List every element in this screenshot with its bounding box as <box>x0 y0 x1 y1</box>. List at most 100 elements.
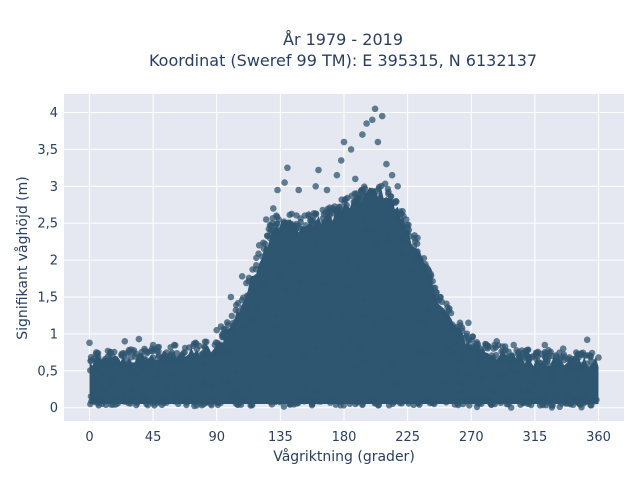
scatter-point <box>587 402 594 409</box>
x-tick-label: 360 <box>586 430 611 445</box>
scatter-point <box>334 212 342 220</box>
scatter-point <box>154 373 161 380</box>
scatter-point <box>532 352 540 359</box>
scatter-point <box>566 354 573 361</box>
scatter-point <box>359 400 366 408</box>
scatter-point <box>499 348 507 355</box>
y-tick-label: 1 <box>50 327 58 342</box>
scatter-point <box>359 312 366 319</box>
scatter-point <box>120 392 127 399</box>
scatter-point <box>346 283 353 290</box>
scatter-point <box>368 188 375 196</box>
scatter-point <box>385 190 392 197</box>
scatter-point <box>242 305 250 313</box>
scatter-point <box>402 216 410 223</box>
scatter-point <box>302 222 309 229</box>
scatter-point <box>572 355 580 362</box>
scatter-point <box>455 369 462 376</box>
scatter-point <box>405 226 413 234</box>
scatter-point <box>488 352 496 359</box>
scatter-point <box>365 357 372 364</box>
scatter-point <box>561 356 568 364</box>
scatter-point <box>532 367 539 375</box>
scatter-point <box>549 372 556 380</box>
scatter-point <box>266 352 273 360</box>
scatter-point <box>474 400 481 407</box>
scatter-point <box>384 185 392 193</box>
scatter-point <box>273 312 280 319</box>
scatter-point <box>315 166 322 174</box>
scatter-point <box>319 215 327 222</box>
scatter-point <box>149 348 156 355</box>
scatter-point <box>417 398 425 405</box>
scatter-point <box>299 227 307 234</box>
scatter-point <box>469 333 476 340</box>
scatter-point <box>393 210 401 217</box>
scatter-point <box>488 386 495 393</box>
scatter-point <box>424 307 432 314</box>
scatter-point <box>323 186 331 194</box>
scatter-point <box>284 164 291 172</box>
scatter-point <box>260 245 268 252</box>
scatter-point <box>543 397 551 404</box>
scatter-point <box>260 280 268 287</box>
scatter-point <box>238 273 246 280</box>
scatter-point <box>314 398 322 405</box>
scatter-point <box>506 398 513 405</box>
scatter-point <box>159 357 166 364</box>
scatter-point <box>141 391 148 399</box>
scatter-point <box>203 338 210 345</box>
scatter-point <box>423 351 430 358</box>
scatter-point <box>392 381 399 388</box>
scatter-point <box>460 351 467 359</box>
scatter-point <box>581 363 588 370</box>
scatter-point <box>369 116 376 124</box>
scatter-point <box>312 210 320 217</box>
scatter-point <box>300 371 307 378</box>
scatter-point <box>108 381 115 388</box>
scatter-point <box>249 316 256 324</box>
scatter-point <box>225 378 232 385</box>
scatter-point <box>135 335 143 343</box>
scatter-point <box>87 393 95 400</box>
scatter-point <box>135 357 142 364</box>
scatter-point <box>269 215 276 222</box>
scatter-point <box>109 401 117 408</box>
scatter-point <box>415 348 423 355</box>
scatter-point <box>173 389 180 396</box>
scatter-point <box>164 383 171 391</box>
scatter-point <box>541 341 549 349</box>
y-tick-label: 4 <box>50 106 58 121</box>
scatter-point <box>573 375 580 382</box>
scatter-point <box>342 253 349 260</box>
scatter-point <box>388 171 396 179</box>
scatter-point <box>548 397 555 404</box>
scatter-point <box>312 344 319 352</box>
scatter-point <box>556 403 563 411</box>
scatter-point <box>518 398 526 405</box>
scatter-point <box>499 371 507 378</box>
scatter-point <box>155 352 163 359</box>
scatter-point <box>474 360 481 367</box>
chart-title: År 1979 - 2019 <box>283 30 403 49</box>
scatter-point <box>313 240 320 247</box>
scatter-point <box>560 351 568 358</box>
scatter-point <box>233 301 240 309</box>
scatter-point <box>499 343 506 350</box>
scatter-point <box>217 378 225 386</box>
scatter-point <box>559 345 567 353</box>
scatter-point <box>93 397 101 405</box>
scatter-point <box>294 289 301 296</box>
scatter-point <box>532 397 540 404</box>
scatter-point <box>443 300 450 307</box>
scatter-point <box>397 216 404 223</box>
scatter-point <box>385 198 392 206</box>
scatter-point <box>360 217 368 225</box>
scatter-point <box>192 339 199 347</box>
scatter-point <box>340 345 347 353</box>
scatter-point <box>214 339 221 347</box>
scatter-point <box>465 338 472 345</box>
scatter-point <box>113 358 120 365</box>
scatter-point <box>242 323 250 330</box>
scatter-point <box>169 371 176 378</box>
